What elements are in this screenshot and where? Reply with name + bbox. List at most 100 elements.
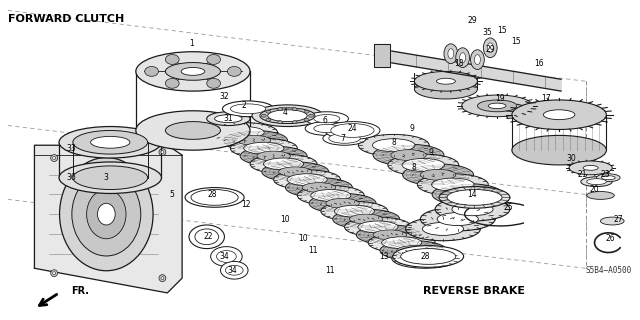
Text: 35: 35	[483, 28, 492, 36]
Ellipse shape	[223, 101, 274, 117]
Ellipse shape	[405, 252, 445, 264]
Ellipse shape	[402, 158, 445, 172]
Text: REVERSE BRAKE: REVERSE BRAKE	[423, 286, 525, 296]
Ellipse shape	[569, 161, 612, 175]
Ellipse shape	[391, 150, 426, 161]
Ellipse shape	[406, 217, 481, 241]
Ellipse shape	[165, 122, 221, 139]
Ellipse shape	[225, 265, 243, 275]
Ellipse shape	[292, 108, 297, 111]
Ellipse shape	[266, 110, 271, 113]
Ellipse shape	[268, 110, 307, 122]
Ellipse shape	[136, 111, 250, 150]
Ellipse shape	[185, 188, 244, 207]
Ellipse shape	[51, 270, 58, 277]
Ellipse shape	[195, 229, 218, 245]
Text: 33: 33	[66, 144, 76, 153]
Ellipse shape	[51, 155, 58, 162]
Ellipse shape	[422, 222, 463, 236]
Ellipse shape	[227, 67, 241, 76]
Ellipse shape	[189, 225, 225, 249]
Ellipse shape	[420, 207, 495, 231]
Ellipse shape	[344, 217, 412, 237]
Ellipse shape	[470, 50, 484, 69]
Ellipse shape	[211, 123, 278, 142]
Text: S5B4—A0500: S5B4—A0500	[586, 266, 632, 275]
Ellipse shape	[415, 71, 477, 91]
Text: 6: 6	[323, 116, 327, 125]
Ellipse shape	[221, 261, 248, 279]
Ellipse shape	[305, 112, 348, 125]
Text: 8: 8	[411, 164, 416, 172]
Text: 22: 22	[204, 232, 213, 241]
Ellipse shape	[285, 178, 353, 197]
Ellipse shape	[230, 104, 266, 114]
Polygon shape	[384, 50, 561, 91]
Ellipse shape	[145, 67, 159, 76]
Ellipse shape	[323, 132, 366, 145]
Ellipse shape	[207, 112, 250, 125]
Ellipse shape	[420, 169, 456, 180]
Ellipse shape	[260, 108, 315, 124]
Ellipse shape	[448, 49, 454, 59]
Text: 34: 34	[220, 252, 229, 261]
Ellipse shape	[381, 237, 422, 249]
Text: 13: 13	[379, 252, 388, 261]
Text: 10: 10	[281, 215, 291, 224]
Text: 12: 12	[241, 200, 251, 209]
Ellipse shape	[439, 187, 510, 208]
Ellipse shape	[224, 126, 264, 138]
Ellipse shape	[165, 54, 179, 64]
Ellipse shape	[393, 246, 463, 267]
Ellipse shape	[274, 170, 340, 189]
Ellipse shape	[207, 78, 221, 88]
Text: 9: 9	[429, 148, 433, 156]
Text: FORWARD CLUTCH: FORWARD CLUTCH	[8, 14, 124, 24]
Text: 11: 11	[325, 266, 335, 275]
Ellipse shape	[487, 43, 493, 53]
Text: 28: 28	[420, 252, 430, 261]
Ellipse shape	[397, 246, 430, 255]
Ellipse shape	[550, 112, 568, 118]
Ellipse shape	[237, 135, 271, 145]
Ellipse shape	[302, 183, 335, 193]
Ellipse shape	[437, 212, 478, 226]
Ellipse shape	[52, 156, 56, 159]
Ellipse shape	[587, 191, 614, 199]
Ellipse shape	[221, 131, 287, 150]
Ellipse shape	[602, 176, 615, 180]
Ellipse shape	[191, 189, 238, 205]
Text: 1: 1	[189, 39, 195, 48]
Ellipse shape	[207, 54, 221, 64]
Ellipse shape	[308, 114, 314, 117]
Ellipse shape	[600, 217, 624, 225]
Text: 4: 4	[283, 108, 288, 117]
Ellipse shape	[358, 134, 429, 156]
Ellipse shape	[460, 53, 466, 62]
Text: 24: 24	[348, 124, 357, 133]
Ellipse shape	[216, 251, 236, 262]
Text: 17: 17	[541, 94, 551, 103]
Ellipse shape	[91, 136, 130, 148]
Polygon shape	[374, 44, 390, 68]
Text: 16: 16	[534, 59, 544, 68]
Ellipse shape	[262, 162, 329, 182]
Ellipse shape	[59, 126, 161, 158]
Polygon shape	[35, 145, 182, 293]
Text: 2: 2	[242, 101, 246, 110]
Ellipse shape	[321, 201, 388, 221]
Ellipse shape	[73, 166, 148, 189]
Ellipse shape	[292, 121, 297, 124]
Ellipse shape	[304, 110, 309, 113]
Ellipse shape	[252, 105, 323, 126]
Ellipse shape	[373, 144, 444, 166]
Ellipse shape	[477, 100, 516, 112]
Ellipse shape	[436, 78, 456, 84]
Ellipse shape	[358, 221, 398, 233]
Ellipse shape	[368, 233, 435, 252]
Text: 32: 32	[220, 92, 229, 100]
Text: 8: 8	[392, 138, 396, 147]
Text: 15: 15	[511, 37, 520, 46]
Ellipse shape	[431, 178, 474, 191]
Text: 19: 19	[495, 94, 505, 103]
